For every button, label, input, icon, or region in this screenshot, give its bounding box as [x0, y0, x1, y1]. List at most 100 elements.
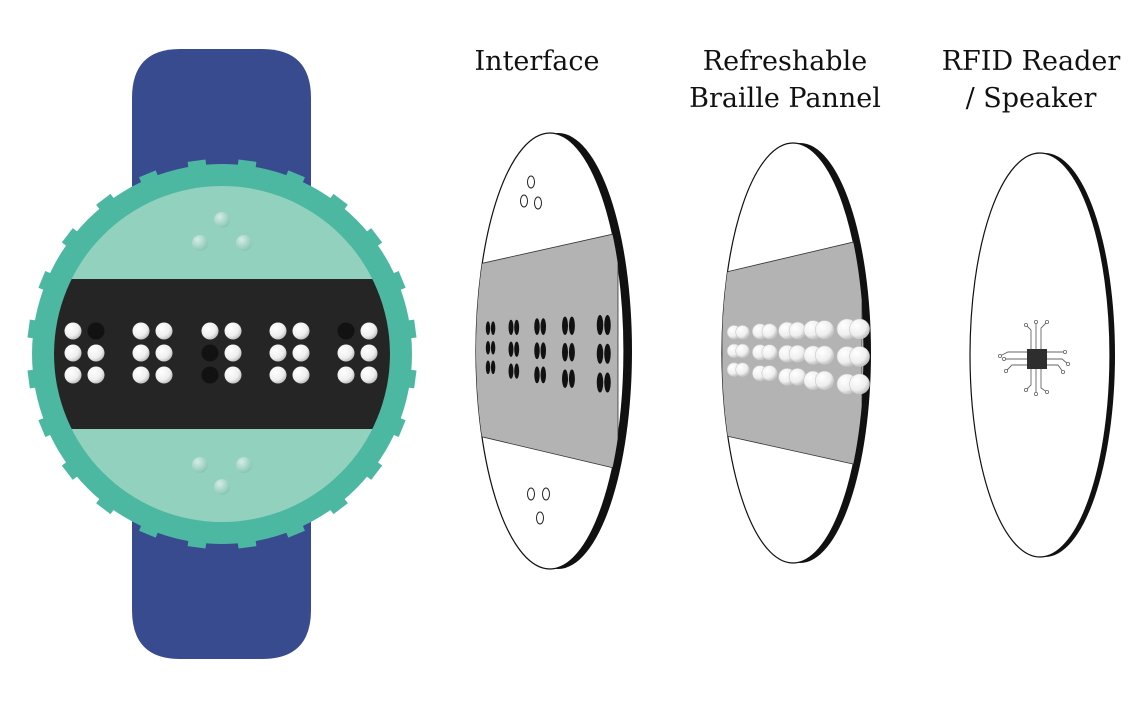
- raised-braille-dot: [87, 344, 105, 362]
- raised-braille-dot: [132, 322, 150, 340]
- bottom-button-dots: [192, 457, 252, 495]
- circuit-trace: [1025, 324, 1032, 349]
- braille-hole: [508, 363, 514, 379]
- raised-braille-dot: [224, 366, 242, 384]
- button-hole: [534, 196, 542, 210]
- tactile-dot: [236, 457, 252, 473]
- circuit-trace: [999, 351, 1027, 357]
- braille-hole: [568, 369, 575, 388]
- button-hole: [542, 487, 550, 501]
- button-hole: [520, 194, 528, 208]
- braille-hole: [604, 315, 611, 335]
- lowered-braille-dot: [201, 366, 219, 384]
- button-hole: [527, 487, 535, 501]
- braille-hole: [568, 316, 575, 335]
- raised-braille-dot: [132, 366, 150, 384]
- braille-hole: [596, 343, 604, 364]
- braille-cells: [64, 322, 378, 384]
- raised-braille-dot: [292, 366, 310, 384]
- raised-braille-dot: [64, 344, 82, 362]
- braille-holes: [485, 315, 611, 393]
- trace-pad: [1002, 356, 1007, 361]
- circuit-trace: [1040, 369, 1048, 393]
- circuit-trace: [1005, 364, 1027, 372]
- braille-pin: [788, 345, 807, 363]
- trace-pad: [1066, 361, 1071, 366]
- tactile-dot: [236, 235, 252, 251]
- bottom-button-cutouts: [527, 487, 550, 525]
- braille-hole: [534, 366, 540, 384]
- braille-pin: [814, 320, 834, 340]
- braille-pin: [735, 362, 750, 377]
- braille-hole: [540, 342, 547, 360]
- braille-hole: [514, 341, 520, 357]
- braille-pin: [849, 373, 870, 395]
- tactile-dot: [214, 212, 230, 228]
- braille-hole: [514, 363, 520, 379]
- braille-pin: [761, 365, 778, 382]
- braille-hole: [562, 369, 568, 388]
- raised-braille-dot: [269, 344, 287, 362]
- raised-braille-dot: [64, 322, 82, 340]
- braille-hole: [490, 360, 496, 375]
- raised-braille-dot: [269, 322, 287, 340]
- interface-label: Interface: [475, 43, 600, 80]
- braille-pin: [735, 343, 750, 359]
- braille-hole: [540, 318, 547, 335]
- interface-disc-icon: [475, 132, 632, 570]
- braille-panel-label-line-2: Braille Pannel: [689, 83, 881, 114]
- top-button-dots: [192, 212, 252, 251]
- raised-braille-dot: [360, 344, 378, 362]
- rfid-chip: [1027, 349, 1047, 369]
- trace-pad: [1061, 369, 1066, 374]
- trace-pad: [1024, 322, 1029, 327]
- braille-hole: [534, 318, 540, 335]
- button-hole: [527, 175, 535, 189]
- raised-braille-dot: [360, 366, 378, 384]
- braille-hole: [508, 341, 514, 357]
- circuit-trace: [1047, 358, 1069, 365]
- trace-pad: [1024, 387, 1029, 392]
- raised-braille-dot: [64, 366, 82, 384]
- raised-braille-dot: [155, 322, 173, 340]
- trace-pad: [998, 353, 1003, 358]
- braille-hole: [485, 340, 491, 355]
- braille-hole: [604, 372, 611, 393]
- braille-hole: [508, 319, 514, 335]
- braille-hole: [490, 321, 496, 336]
- braille-pin: [849, 318, 870, 340]
- braille-hole: [485, 321, 491, 336]
- braille-hole: [604, 343, 611, 364]
- trace-pad: [1045, 389, 1050, 394]
- braille-hole: [514, 319, 520, 335]
- braille-hole: [568, 343, 575, 362]
- rfid-chip-disc-icon: [969, 152, 1115, 558]
- trace-pad: [1004, 368, 1009, 373]
- raised-braille-dot: [337, 344, 355, 362]
- braille-pin: [788, 321, 807, 340]
- top-button-cutouts: [520, 175, 542, 210]
- raised-braille-dot: [224, 344, 242, 362]
- raised-braille-dot: [132, 344, 150, 362]
- raised-braille-dot: [292, 344, 310, 362]
- tactile-dot: [214, 479, 230, 495]
- circuit-traces: [998, 319, 1071, 396]
- braille-hole: [562, 316, 568, 335]
- raised-braille-dot: [292, 322, 310, 340]
- braille-display-band: [54, 279, 390, 429]
- braille-pin: [788, 368, 807, 386]
- braille-pin: [735, 325, 750, 340]
- raised-braille-dot: [360, 322, 378, 340]
- braille-watch-icon: [27, 49, 417, 659]
- trace-pad: [1034, 319, 1039, 324]
- trace-pad: [1045, 319, 1050, 324]
- raised-braille-dot: [155, 366, 173, 384]
- braille-pin: [814, 345, 834, 365]
- braille-hole: [485, 360, 491, 375]
- trace-pad: [1063, 349, 1068, 354]
- lowered-braille-dot: [337, 322, 355, 340]
- braille-panel-label-line-1: Refreshable: [702, 46, 868, 77]
- raised-braille-dot: [155, 344, 173, 362]
- braille-hole: [596, 372, 604, 393]
